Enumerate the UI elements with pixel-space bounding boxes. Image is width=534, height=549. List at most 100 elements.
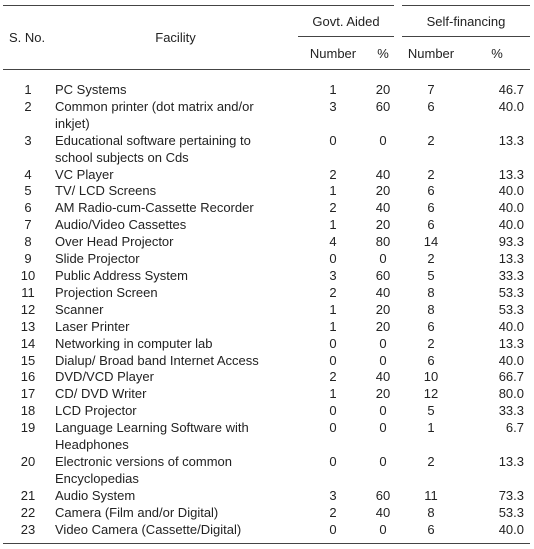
self-number: 8 — [427, 504, 435, 520]
table-row: 16 DVD/VCD Player 2 40 10 66.7 — [3, 369, 530, 386]
govt-percent: 0 — [379, 453, 387, 469]
self-percent: 13.3 — [498, 335, 524, 351]
table-row: 1 PC Systems 1 20 7 46.7 — [3, 70, 530, 99]
self-number: 14 — [423, 234, 439, 250]
self-percent: 93.3 — [498, 234, 524, 250]
govt-percent: 0 — [379, 420, 387, 436]
govt-percent: 0 — [379, 335, 387, 351]
govt-number: 2 — [329, 166, 337, 182]
serial-number: 16 — [20, 369, 36, 385]
self-percent: 40.0 — [498, 183, 524, 199]
govt-percent: 40 — [375, 369, 391, 385]
self-percent: 40.0 — [498, 352, 524, 368]
govt-percent: 0 — [379, 352, 387, 368]
table-row: 9 Slide Projector 0 0 2 13.3 — [3, 251, 530, 268]
govt-number: 0 — [329, 420, 337, 436]
self-percent: 80.0 — [498, 386, 524, 402]
govt-number: 2 — [329, 369, 337, 385]
serial-number: 5 — [24, 183, 32, 199]
self-percent: 40.0 — [464, 521, 530, 545]
table-row: 6 AM Radio-cum-Cassette Recorder 2 40 6 40.0 — [3, 200, 530, 217]
serial-number: 22 — [20, 504, 36, 520]
govt-percent: 60 — [375, 98, 391, 114]
govt-number: 0 — [329, 403, 337, 419]
self-percent: 6.7 — [505, 420, 524, 436]
self-number: 12 — [423, 386, 439, 402]
column-header: % — [368, 36, 398, 70]
serial-number: 21 — [20, 487, 36, 503]
serial-number: 6 — [24, 200, 32, 216]
facility: CD/ DVD Writer — [55, 386, 147, 402]
table-row: 20 Electronic versions of common Encyclop… — [3, 454, 530, 488]
facility: LCD Projector — [55, 403, 137, 419]
table-row: 5 TV/ LCD Screens 1 20 6 40.0 — [3, 183, 530, 200]
self-percent: 33.3 — [498, 403, 524, 419]
table-row: 11 Projection Screen 2 40 8 53.3 — [3, 285, 530, 302]
self-percent: 40.0 — [498, 217, 524, 233]
self-percent: 53.3 — [498, 301, 524, 317]
self-percent: 13.3 — [498, 166, 524, 182]
facility-header: Facility — [53, 5, 298, 70]
group-header: Govt. Aided — [298, 5, 398, 37]
self-percent: 40.0 — [498, 98, 524, 114]
table-row: 18 LCD Projector 0 0 5 33.3 — [3, 403, 530, 420]
serial-number: 19 — [20, 420, 36, 436]
table-body: 1 PC Systems 1 20 7 46.7 2 Common printer (dot … — [3, 70, 530, 545]
govt-number: 0 — [329, 453, 337, 469]
govt-percent: 20 — [375, 301, 391, 317]
self-percent: 40.0 — [498, 200, 524, 216]
serial-number: 1 — [24, 82, 32, 97]
govt-percent: 0 — [379, 403, 387, 419]
table-row: 22 Camera (Film and/or Digital) 2 40 8 53.3 — [3, 505, 530, 522]
self-percent: 73.3 — [498, 487, 524, 503]
govt-number: 0 — [329, 352, 337, 368]
self-number: 10 — [423, 369, 439, 385]
govt-percent: 20 — [375, 82, 391, 97]
table-header: S. No. Facility Govt. Aided Self-financi… — [3, 5, 530, 70]
govt-number: 0 — [329, 132, 337, 148]
table-row: 2 Common printer (dot matrix and/or inkje… — [3, 99, 530, 133]
govt-percent: 40 — [375, 284, 391, 300]
govt-percent: 20 — [375, 318, 391, 334]
facility: Camera (Film and/or Digital) — [55, 504, 219, 520]
facility: VC Player — [55, 166, 114, 182]
govt-percent: 20 — [375, 183, 391, 199]
facility: Video Camera (Cassette/Digital) — [53, 521, 298, 545]
self-percent: 40.0 — [498, 318, 524, 334]
table-row: 23 Video Camera (Cassette/Digital) 0 0 6 40.0 — [3, 521, 530, 545]
serial-number: 2 — [24, 98, 32, 114]
govt-number: 1 — [329, 82, 337, 97]
self-number: 6 — [427, 183, 435, 199]
govt-percent: 60 — [375, 267, 391, 283]
facility: Audio System — [55, 487, 136, 503]
serial-number: 17 — [20, 386, 36, 402]
self-percent: 33.3 — [498, 267, 524, 283]
govt-percent: 40 — [375, 166, 391, 182]
govt-number: 1 — [329, 183, 337, 199]
serial-number: 20 — [20, 453, 36, 469]
facility: PC Systems — [55, 82, 127, 97]
facility: Educational software pertaining to schoo… — [55, 132, 251, 165]
govt-number: 0 — [329, 251, 337, 267]
govt-number: 3 — [329, 98, 337, 114]
facility-table: S. No. Facility Govt. Aided Self-financi… — [3, 5, 530, 545]
serial-number: 8 — [24, 234, 32, 250]
govt-percent: 0 — [368, 521, 398, 545]
facility: Public Address System — [55, 267, 188, 283]
govt-number: 1 — [329, 301, 337, 317]
facility: Projection Screen — [55, 284, 158, 300]
govt-percent: 20 — [375, 386, 391, 402]
table-row: 4 VC Player 2 40 2 13.3 — [3, 167, 530, 184]
serial-number: 12 — [20, 301, 36, 317]
facility: Networking in computer lab — [55, 335, 213, 351]
self-number: 6 — [427, 318, 435, 334]
self-percent: 13.3 — [498, 132, 524, 148]
facility: Electronic versions of common Encycloped… — [55, 453, 233, 486]
self-percent: 13.3 — [498, 453, 524, 469]
govt-number: 0 — [329, 335, 337, 351]
column-header: Number — [398, 36, 464, 70]
govt-number: 2 — [329, 504, 337, 520]
serial-number: 7 — [24, 217, 32, 233]
facility: AM Radio-cum-Cassette Recorder — [55, 200, 254, 216]
self-number: 6 — [427, 352, 435, 368]
